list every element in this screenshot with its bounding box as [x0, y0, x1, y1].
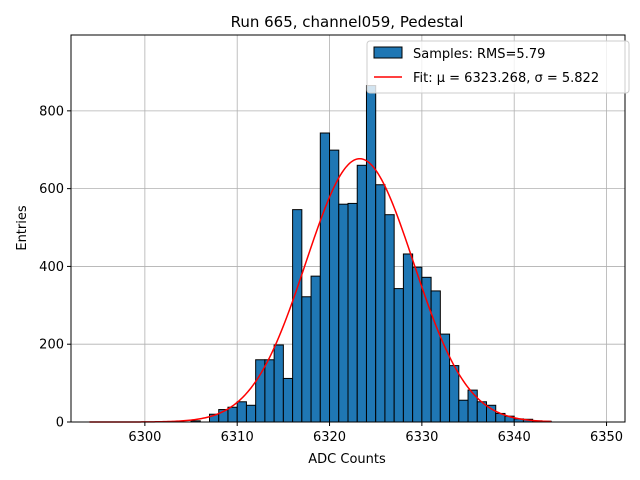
x-tick-label: 6320: [313, 430, 346, 445]
histogram-bar: [365, 85, 377, 423]
x-tick-label: 6340: [498, 430, 531, 445]
y-tick-label: 800: [39, 104, 64, 119]
histogram-bars: [190, 85, 552, 423]
histogram-bar: [338, 203, 349, 423]
histogram-bar: [319, 132, 331, 423]
histogram-bar: [245, 404, 257, 423]
x-axis-ticks: 6300 6310 6320 6330 6340 6350: [128, 422, 623, 445]
y-axis-ticks: 0 200 400 600 800: [39, 104, 71, 431]
histogram-bar: [430, 290, 441, 423]
legend-histogram-label: Samples: RMS=5.79: [413, 47, 545, 62]
y-tick-label: 200: [39, 338, 64, 353]
x-tick-label: 6330: [405, 430, 438, 445]
histogram-bar: [449, 365, 460, 423]
histogram-bar: [412, 266, 423, 423]
histogram-bar: [264, 359, 275, 423]
plot-frame: [70, 34, 626, 423]
histogram-bar: [384, 214, 395, 423]
histogram-bar: [347, 202, 358, 423]
histogram-bar: [273, 344, 284, 423]
y-axis-label: Entries: [15, 205, 30, 251]
chart-title: Run 665, channel059, Pedestal: [231, 13, 464, 31]
legend-histogram-swatch: [373, 46, 403, 59]
histogram-bar: [227, 406, 238, 423]
legend-box: [366, 40, 630, 94]
histogram-bar: [282, 377, 294, 423]
histogram-bar: [292, 209, 303, 423]
x-tick-label: 6310: [221, 430, 254, 445]
legend: Samples: RMS=5.79 Fit: μ = 6323.268, σ =…: [366, 40, 630, 94]
x-axis-label: ADC Counts: [308, 452, 386, 467]
y-tick-label: 400: [39, 260, 64, 275]
histogram-bar: [458, 399, 469, 423]
legend-fit-label: Fit: μ = 6323.268, σ = 5.822: [413, 71, 599, 86]
y-tick-label: 0: [56, 416, 64, 431]
y-tick-label: 600: [39, 182, 64, 197]
histogram-bar: [375, 184, 386, 423]
histogram-bar: [486, 404, 497, 423]
histogram-bar: [301, 296, 312, 423]
histogram-bar: [467, 389, 478, 423]
histogram-bar: [402, 253, 414, 423]
histogram-bar: [329, 149, 340, 423]
histogram-bar: [236, 401, 247, 423]
x-tick-label: 6350: [590, 430, 623, 445]
histogram-bar: [393, 288, 404, 423]
histogram-bar: [356, 164, 367, 423]
histogram-bar: [310, 275, 321, 423]
x-tick-label: 6300: [128, 430, 161, 445]
